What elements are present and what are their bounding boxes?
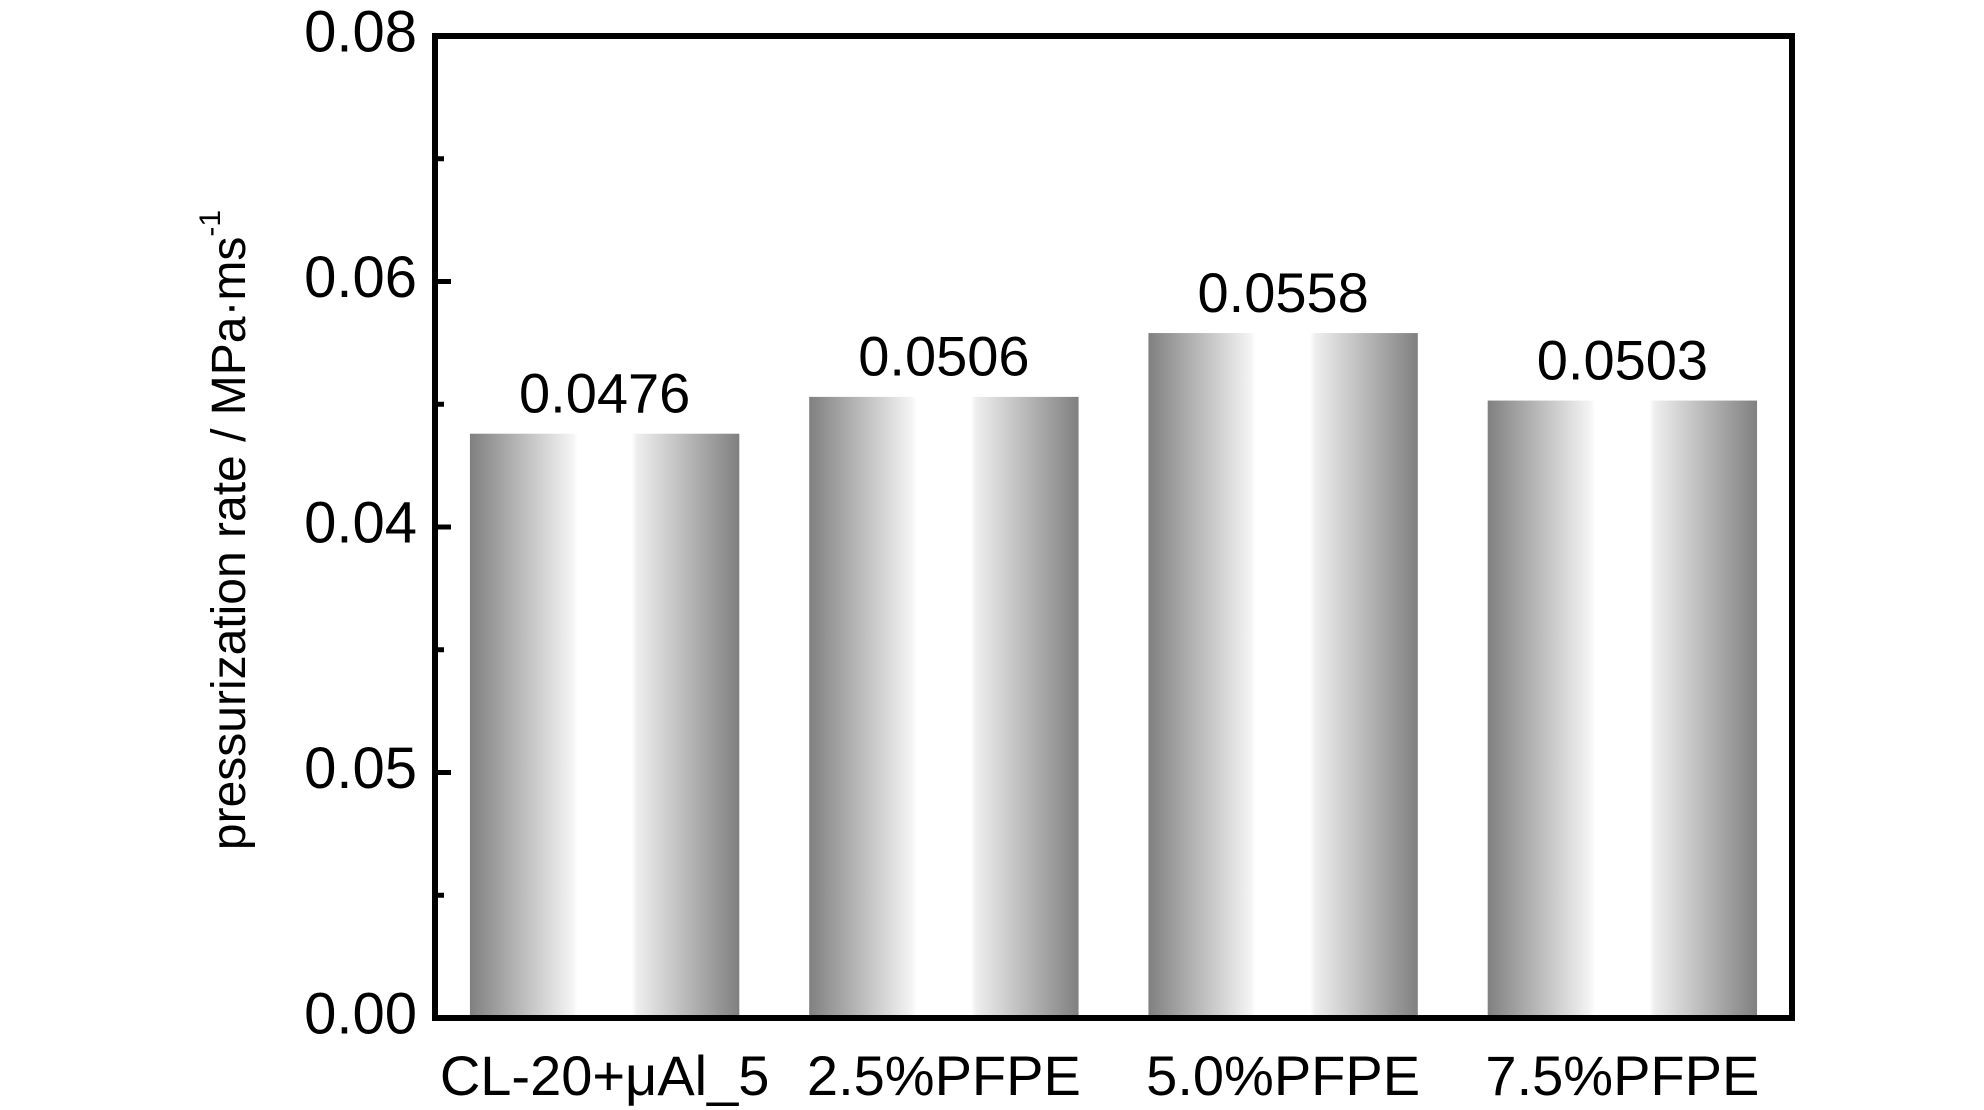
y-tick-label: 0.05: [304, 736, 417, 801]
data-label: 0.0503: [1537, 328, 1708, 391]
plot-frame: [432, 33, 1795, 1021]
x-tick-label: 7.5%PFPE: [1485, 1044, 1759, 1107]
y-tick-label: 0.08: [304, 0, 417, 64]
y-tick-label: 0.00: [304, 981, 417, 1046]
x-tick-label: 5.0%PFPE: [1146, 1044, 1420, 1107]
y-axis-label-text: pressurization rate / MPa·ms: [203, 237, 256, 851]
bar: [809, 396, 1079, 1018]
y-axis-label-superscript: -1: [194, 210, 227, 237]
x-tick-label: CL-20+μAl_5: [440, 1044, 770, 1107]
y-axis-label: pressurization rate / MPa·ms-1: [194, 210, 256, 850]
bar: [469, 433, 740, 1019]
y-tick-label: 0.04: [304, 490, 417, 555]
bar: [1487, 400, 1758, 1018]
bar: [1148, 333, 1418, 1018]
data-label: 0.0476: [519, 362, 690, 425]
data-label: 0.0506: [858, 325, 1029, 388]
y-tick-label: 0.06: [304, 245, 417, 310]
data-label: 0.0558: [1197, 261, 1368, 324]
x-tick-label: 2.5%PFPE: [807, 1044, 1081, 1107]
